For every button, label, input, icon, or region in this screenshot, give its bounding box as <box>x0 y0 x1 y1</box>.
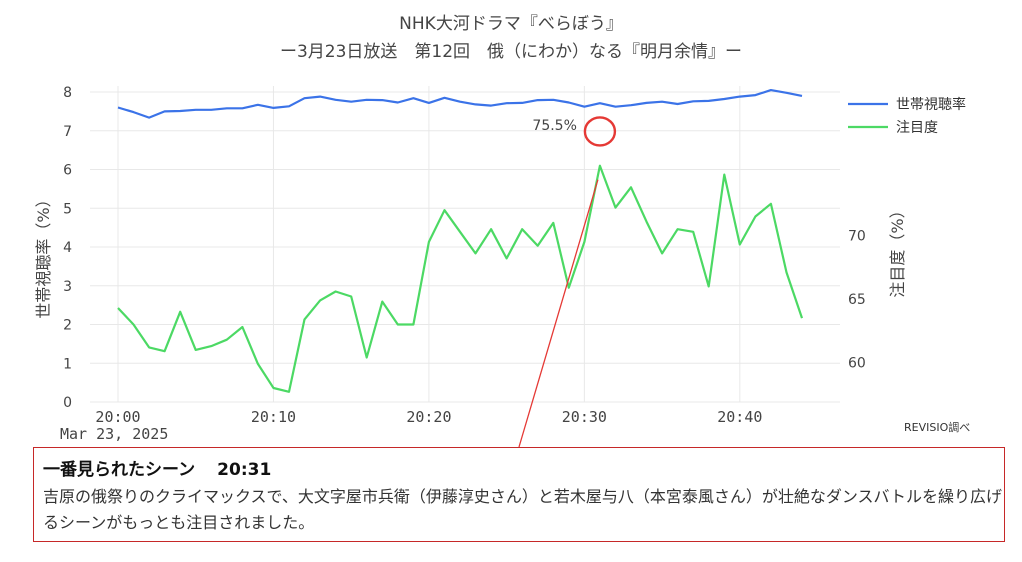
y-left-tick-label: 7 <box>63 124 72 140</box>
series-line-attention <box>117 164 804 393</box>
y-left-tick-label: 0 <box>63 395 72 411</box>
source-credit: REVISIO調べ <box>904 421 971 434</box>
x-start-date: Mar 23, 2025 <box>60 425 168 443</box>
y-left-tick-label: 3 <box>63 279 72 295</box>
series-lines <box>117 88 804 393</box>
y-right-tick-label: 70 <box>848 229 866 245</box>
x-tick-label: 20:10 <box>251 408 296 426</box>
x-tick-label: 20:20 <box>406 408 451 426</box>
chart-subtitle: ー3月23日放送 第12回 俄（にわか）なる『明月余情』ー <box>279 42 743 62</box>
top-scene-box: 一番見られたシーン 20:31 吉原の俄祭りのクライマックスで、大文字屋市兵衛（伊… <box>33 447 1005 542</box>
y-left-tick-label: 6 <box>63 163 72 179</box>
y-left-tick-label: 5 <box>63 201 72 217</box>
scene-heading-label: 一番見られたシーン <box>43 460 196 480</box>
y-left-tick-label: 2 <box>63 318 72 334</box>
y-left-axis-title: 世帯視聴率（%） <box>34 191 53 318</box>
x-tick-label: 20:00 <box>95 408 140 426</box>
y-left-tick-label: 4 <box>63 240 72 256</box>
y-right-axis-title: 注目度（%） <box>888 202 907 297</box>
annotation-pointer-line <box>518 179 599 448</box>
chart-annotations: 75.5% <box>518 116 617 448</box>
series-line-rating <box>117 88 803 119</box>
scene-description: 吉原の俄祭りのクライマックスで、大文字屋市兵衛（伊藤淳史さん）と若木屋与八（本宮… <box>43 487 1003 532</box>
y-right-tick-label: 65 <box>848 292 866 308</box>
scene-time: 20:31 <box>217 460 272 480</box>
y-left-tick-label: 8 <box>63 85 72 101</box>
scene-heading: 一番見られたシーン 20:31 <box>43 455 1004 480</box>
annotation-label: 75.5% <box>532 118 576 134</box>
x-tick-label: 20:30 <box>562 408 607 426</box>
axis-ticks: 20:00 20:10 20:20 20:30 20:40 Mar 23, 2025 0 1 2… <box>34 85 907 443</box>
y-right-tick-label: 60 <box>848 356 866 372</box>
x-tick-label: 20:40 <box>717 408 762 426</box>
y-left-tick-label: 1 <box>63 356 72 372</box>
annotation-circle <box>583 116 617 147</box>
legend-entry: 注目度 <box>896 120 938 136</box>
chart-title: NHK大河ドラマ『べらぼう』 <box>399 14 623 34</box>
legend-entry: 世帯視聴率 <box>896 96 966 113</box>
chart-grid <box>90 86 840 403</box>
